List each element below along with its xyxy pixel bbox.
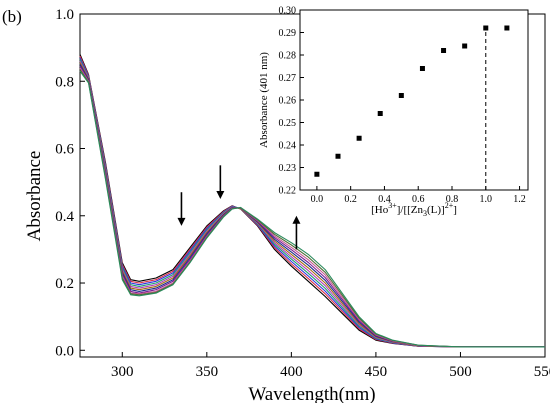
main-y-tick-label: 0.0	[55, 343, 74, 359]
inset-data-point	[419, 66, 425, 71]
main-x-tick-label: 350	[196, 364, 219, 380]
main-plot: 300 350 400 450 500 550 0.0 0.2 0.4 0.6 0.8 1.0 Wa…	[24, 7, 550, 403]
inset-x-tick-label: 1.0	[480, 194, 493, 205]
main-x-ticks: 300 350 400 450 500 550	[111, 352, 550, 380]
inset-x-title-sup1: 3+	[388, 201, 397, 210]
inset-points-group	[314, 25, 510, 177]
inset-x-tick-label: 1.2	[513, 194, 526, 205]
inset-data-point	[377, 111, 383, 116]
inset-x-title-part: [Ho	[371, 204, 389, 216]
panel-label: (b)	[2, 7, 22, 26]
inset-plot-frame	[299, 9, 529, 191]
inset-data-point	[314, 171, 320, 177]
inset-data-point	[398, 93, 404, 98]
inset-x-title-sup2: 2+	[445, 201, 454, 210]
main-y-tick-label: 0.6	[55, 142, 74, 158]
inset-data-point	[441, 48, 447, 53]
inset-x-tick-label: 0.0	[311, 194, 324, 205]
main-x-tick-label: 300	[111, 364, 134, 380]
main-x-tick-label: 550	[534, 364, 550, 380]
main-arrow-head	[216, 190, 225, 199]
inset-data-point	[462, 43, 468, 49]
inset-y-tick-label: 0.27	[279, 73, 297, 84]
inset-y-tick-label: 0.29	[279, 28, 297, 39]
inset-y-tick-label: 0.22	[279, 186, 297, 197]
main-arrow-head	[292, 215, 301, 224]
main-x-tick-label: 400	[280, 364, 303, 380]
inset-y-tick-label: 0.23	[279, 163, 297, 174]
main-arrows	[177, 165, 301, 250]
main-series-group	[79, 54, 545, 348]
inset-y-tick-label: 0.24	[279, 141, 297, 152]
inset-data-point	[504, 25, 510, 31]
inset-y-tick-label: 0.25	[279, 118, 297, 129]
main-x-tick-label: 500	[449, 364, 472, 380]
inset-y-tick-label: 0.26	[279, 96, 297, 107]
main-y-tick-label: 0.2	[55, 276, 74, 292]
inset-x-axis-title: [Ho3+]/[[Zn3(L)]2+]	[371, 201, 457, 218]
inset-data-point	[356, 135, 362, 141]
inset-y-tick-label: 0.28	[279, 51, 297, 62]
inset-x-tick-label: 0.6	[412, 194, 425, 205]
inset-y-tick-label: 0.30	[279, 6, 297, 17]
main-y-tick-label: 1.0	[55, 7, 74, 23]
inset-x-title-sub: 3	[423, 209, 427, 218]
inset-y-axis-title: Absorbance (401 nm)	[258, 52, 270, 148]
inset-x-title-part3: (L)]	[427, 204, 445, 216]
main-y-axis-title: Absorbance	[24, 151, 45, 242]
inset-x-title-end: ]	[453, 204, 457, 216]
main-series-line	[79, 70, 545, 348]
main-y-tick-label: 0.8	[55, 74, 74, 90]
main-y-tick-label: 0.4	[55, 209, 74, 225]
main-x-axis-title: Wavelength(nm)	[248, 384, 375, 403]
inset-y-ticks: 0.22 0.23 0.24 0.25 0.26 0.27 0.28 0.29 0.30	[279, 6, 304, 197]
inset-x-tick-label: 0.2	[344, 194, 357, 205]
main-x-tick-label: 450	[365, 364, 388, 380]
inset-data-point	[483, 25, 489, 31]
main-y-ticks: 0.0 0.2 0.4 0.6 0.8 1.0	[55, 7, 85, 359]
main-arrow-head	[177, 217, 186, 226]
inset-plot: 0.0 0.2 0.4 0.6 0.8 1.0 1.2 0.220.230.240.250.…	[258, 6, 529, 218]
inset-data-point	[335, 153, 341, 159]
inset-x-title-part2: ]/[[Zn	[397, 204, 424, 216]
inset-x-tick-label: 0.8	[446, 194, 459, 205]
inset-x-tick-label: 0.4	[378, 194, 391, 205]
